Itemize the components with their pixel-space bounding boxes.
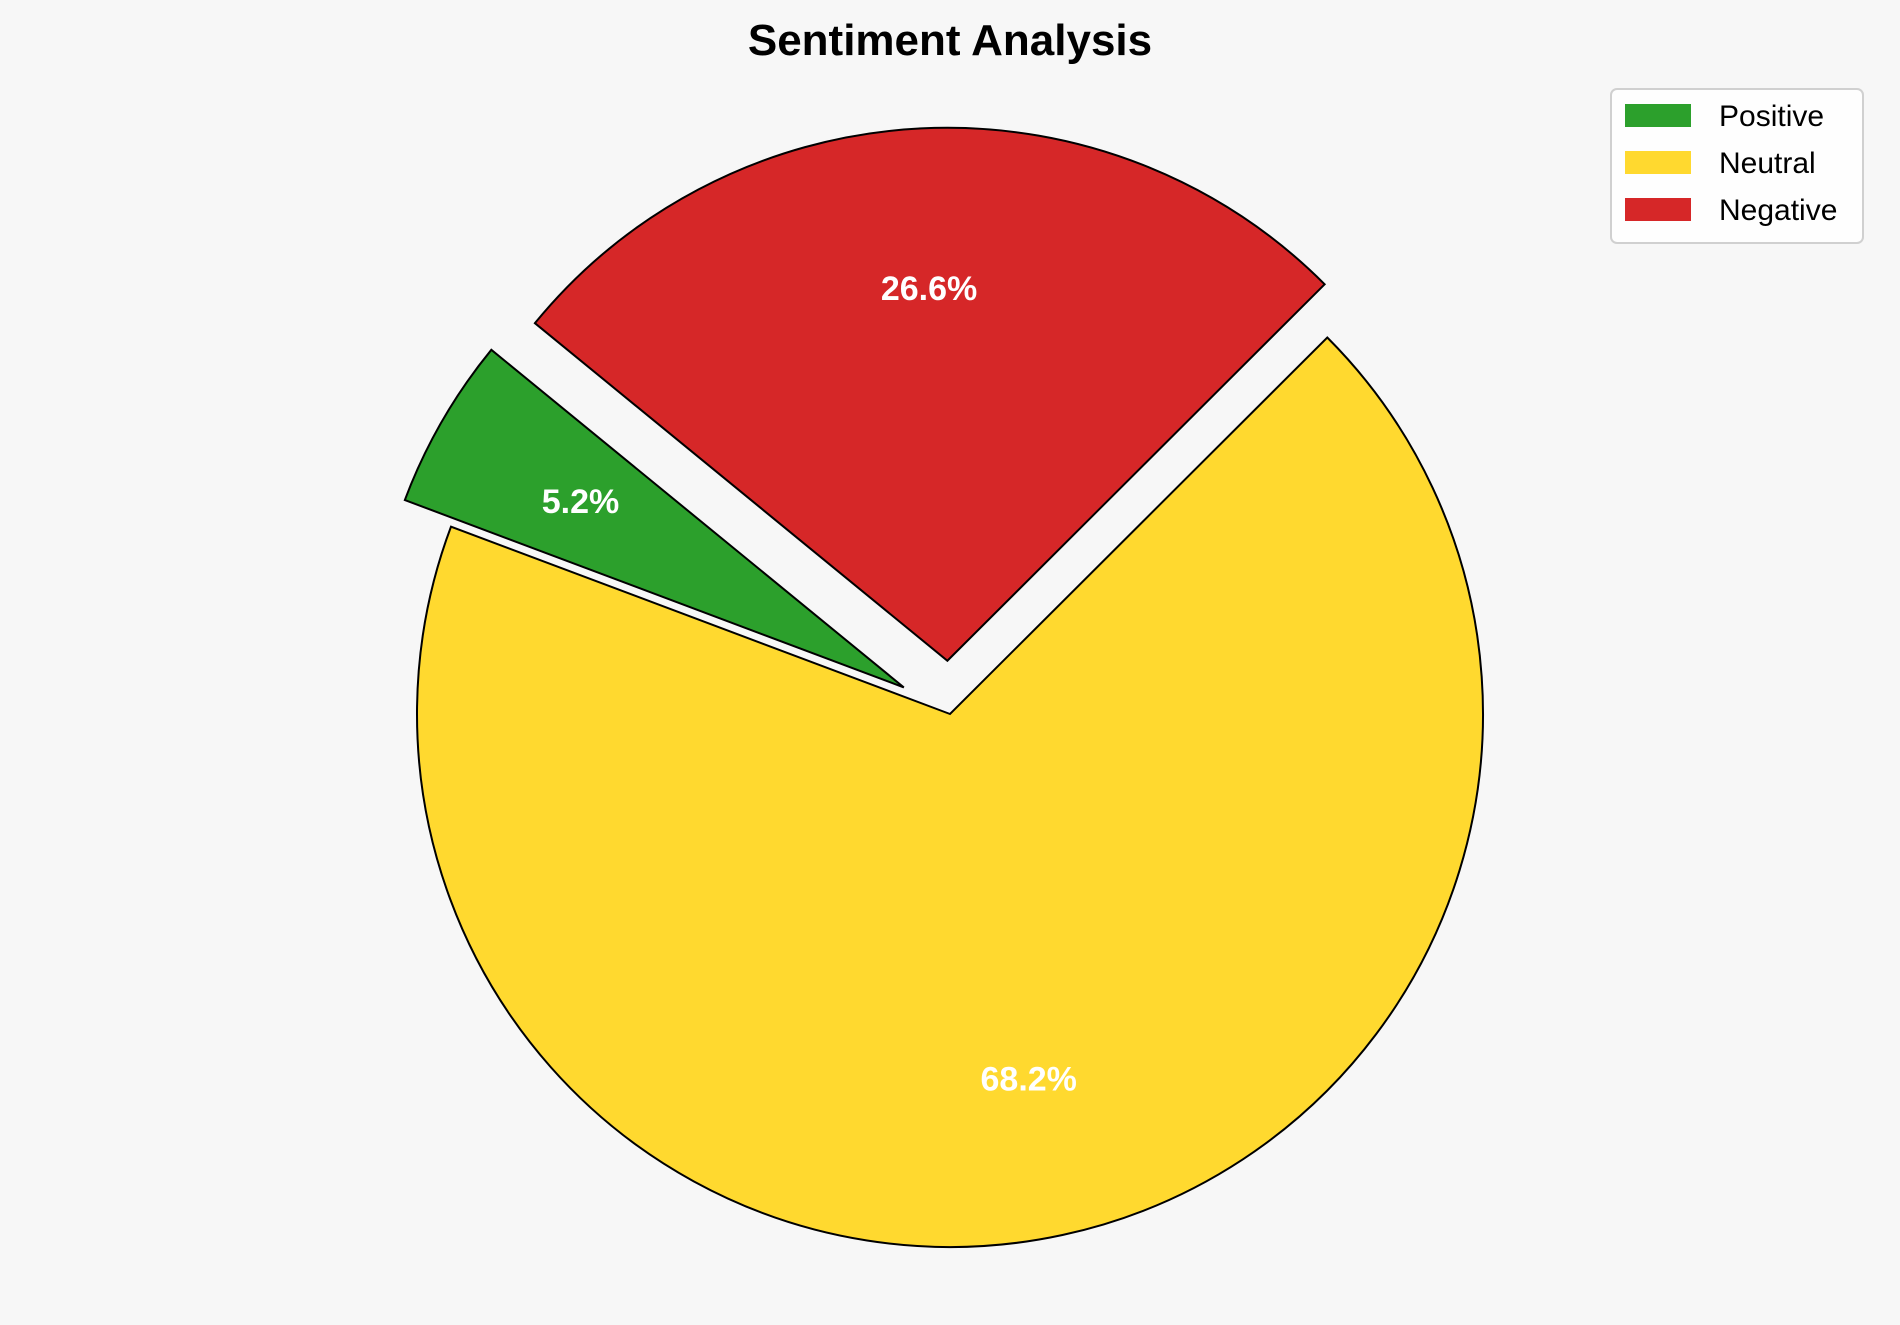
legend-label-positive: Positive [1719, 100, 1824, 133]
pie-slice-negative [533, 126, 1327, 663]
chart-title: Sentiment Analysis [748, 16, 1152, 65]
pie-label-positive: 5.2% [542, 483, 620, 521]
pie-label-neutral: 68.2% [981, 1061, 1077, 1099]
legend-swatch-positive [1625, 104, 1691, 127]
pie-label-negative: 26.6% [881, 270, 977, 308]
legend-swatch-neutral [1625, 151, 1691, 174]
pie-labels: 5.2% 68.2% 26.6% [542, 270, 1077, 1099]
legend-label-neutral: Neutral [1719, 147, 1816, 180]
legend-label-negative: Negative [1719, 194, 1837, 227]
pie-slice-positive [403, 348, 905, 689]
legend: Positive Neutral Negative [1610, 88, 1864, 244]
pie-slices [403, 126, 1484, 1248]
legend-swatch-negative [1625, 198, 1691, 221]
pie-slice-neutral [415, 336, 1484, 1248]
